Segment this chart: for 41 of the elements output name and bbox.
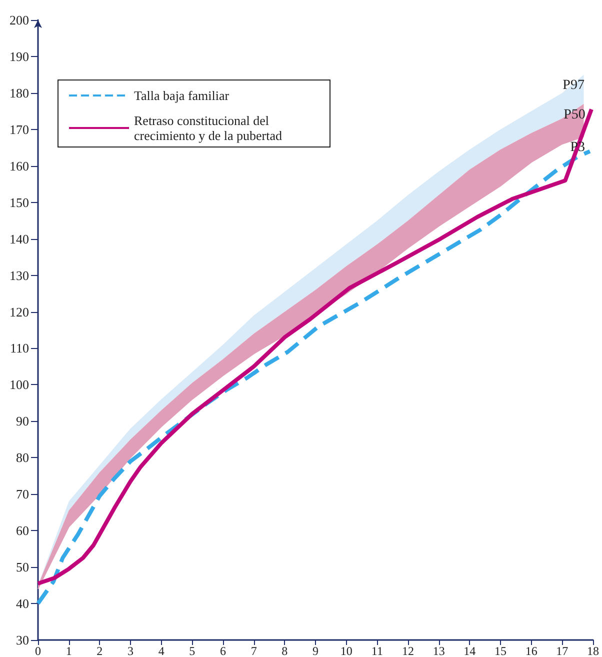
x-tick-label: 14 xyxy=(464,644,476,657)
x-tick-label: 10 xyxy=(340,644,352,657)
x-tick-label: 6 xyxy=(220,644,226,657)
y-tick-label: 100 xyxy=(10,377,29,392)
x-tick-label: 1 xyxy=(66,644,72,657)
x-tick-label: 18 xyxy=(587,644,599,657)
x-tick-label: 13 xyxy=(432,644,445,657)
y-tick-label: 30 xyxy=(16,632,29,648)
y-tick-label: 160 xyxy=(10,158,29,174)
x-tick-label: 11 xyxy=(371,644,383,657)
x-tick-label: 9 xyxy=(312,644,318,657)
x-tick-label: 4 xyxy=(158,644,164,657)
annotation: P97 xyxy=(562,78,584,94)
x-tick-label: 3 xyxy=(128,644,134,657)
y-tick-label: 50 xyxy=(16,560,29,575)
x-tick-label: 0 xyxy=(35,644,41,657)
y-tick-label: 120 xyxy=(10,304,29,320)
x-tick-label: 12 xyxy=(402,644,414,657)
y-tick-label: 150 xyxy=(10,194,29,210)
y-tick-label: 170 xyxy=(10,122,29,137)
y-tick-label: 110 xyxy=(10,340,29,356)
y-tick-label: 140 xyxy=(10,231,29,246)
y-tick-label: 40 xyxy=(16,596,29,612)
x-tick-label: 15 xyxy=(494,644,506,657)
x-tick-label: 8 xyxy=(282,644,288,657)
y-tick-label: 190 xyxy=(10,48,29,64)
x-tick-label: 2 xyxy=(96,644,103,657)
y-tick-label: 130 xyxy=(10,268,29,283)
legend-label: Retraso constitucional del crecimiento y de la pubertad xyxy=(134,113,282,143)
y-tick-label: 80 xyxy=(16,450,29,466)
legend-label: Talla baja familiar xyxy=(134,88,230,103)
y-tick-label: 180 xyxy=(10,85,29,100)
annotation: P50 xyxy=(564,107,586,122)
y-tick-label: 60 xyxy=(16,523,29,538)
x-tick-label: 7 xyxy=(250,644,257,657)
x-tick-label: 16 xyxy=(525,644,538,657)
y-tick-label: 200 xyxy=(10,12,29,28)
x-tick-label: 17 xyxy=(556,644,568,657)
x-tick-label: 5 xyxy=(189,644,196,657)
y-tick-label: 70 xyxy=(16,486,29,502)
y-tick-label: 90 xyxy=(16,414,29,429)
